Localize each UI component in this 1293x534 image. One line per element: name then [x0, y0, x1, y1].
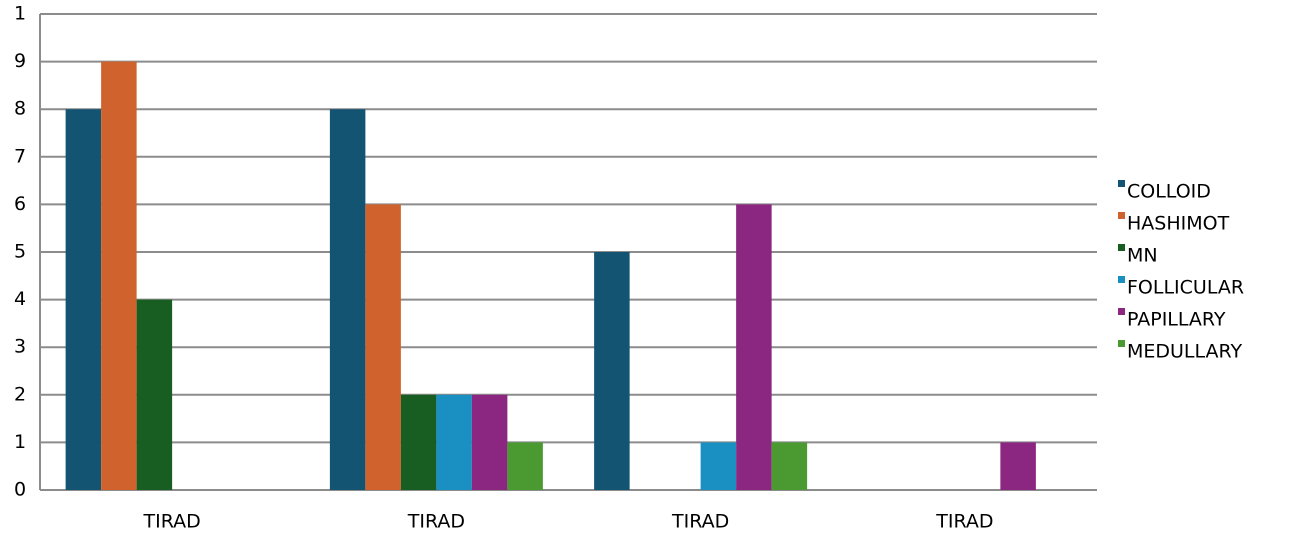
bar: [1000, 442, 1036, 490]
legend-swatch: [1118, 244, 1125, 251]
y-tick-label: 2: [14, 383, 26, 405]
bar: [594, 252, 630, 490]
y-tick-label: 7: [14, 145, 26, 167]
bar: [736, 204, 772, 490]
bar: [471, 394, 508, 490]
bar: [400, 394, 437, 490]
legend-swatch: [1118, 340, 1125, 347]
legend-swatch: [1118, 212, 1125, 219]
legend-label: COLLOID: [1127, 181, 1211, 203]
legend-label: PAPILLARY: [1127, 309, 1226, 331]
bar: [700, 442, 737, 490]
y-tick-label: 1: [14, 431, 26, 453]
x-tick-label: TIRAD: [671, 511, 729, 533]
y-tick-label: 6: [14, 193, 26, 215]
legend-label: FOLLICULAR: [1127, 277, 1244, 299]
y-tick-label: 4: [14, 288, 26, 310]
bar: [65, 109, 102, 490]
legend-label: MN: [1127, 245, 1158, 267]
bar: [101, 61, 137, 490]
legend-swatch: [1118, 308, 1125, 315]
bar: [136, 299, 173, 490]
x-tick-label: TIRAD: [142, 511, 200, 533]
bar: [329, 109, 366, 490]
y-tick-label: 8: [14, 98, 26, 120]
legend-swatch: [1118, 180, 1125, 187]
y-tick-label: 9: [14, 50, 26, 72]
x-tick-label: TIRAD: [407, 511, 465, 533]
legend-swatch: [1118, 276, 1125, 283]
bar: [365, 204, 401, 490]
legend-label: MEDULLARY: [1127, 341, 1243, 363]
x-tick-label: TIRAD: [935, 511, 993, 533]
bar: [771, 442, 808, 490]
bar: [436, 394, 472, 490]
y-tick-label: 3: [14, 336, 26, 358]
y-tick-label: 1: [14, 3, 26, 25]
bar: [507, 442, 543, 490]
y-tick-label: 0: [14, 479, 26, 501]
y-tick-label: 5: [14, 241, 26, 263]
legend-label: HASHIMOT: [1127, 213, 1230, 235]
